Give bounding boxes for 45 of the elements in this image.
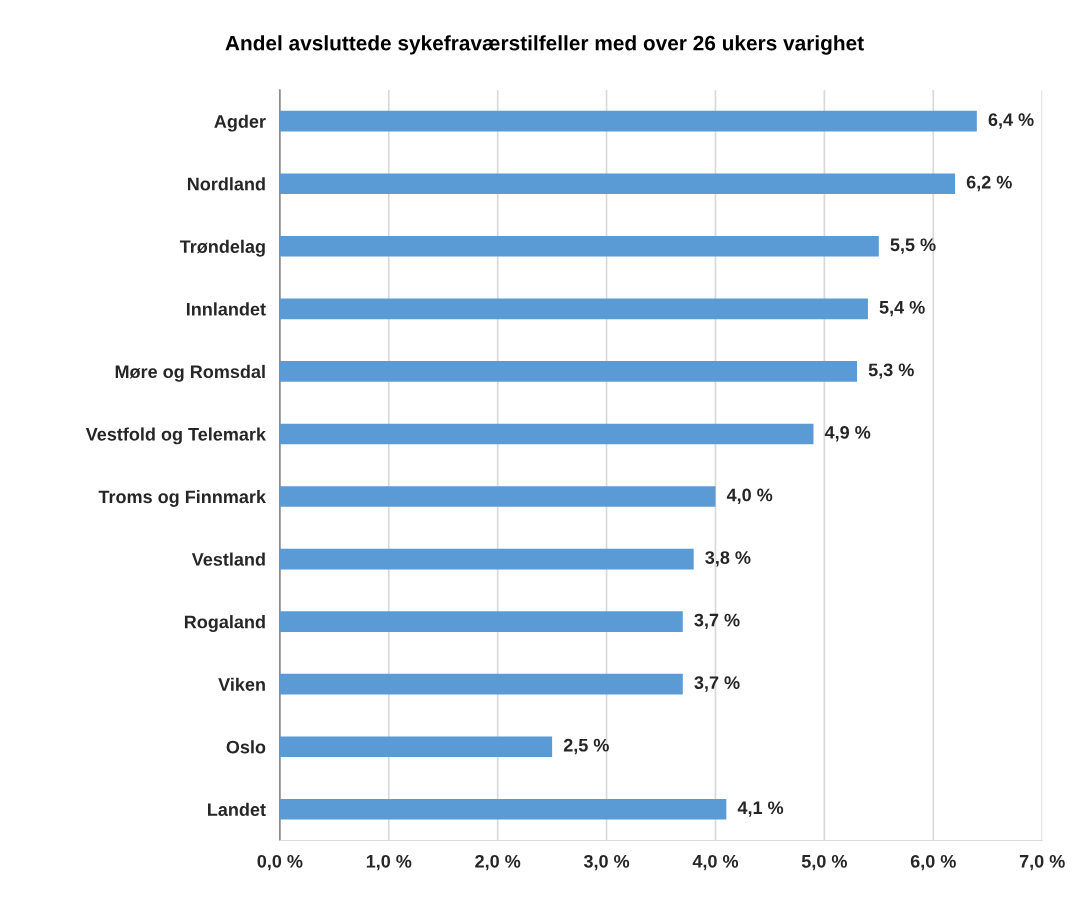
y-tick-label: Viken xyxy=(218,677,265,691)
data-label: 4,1 % xyxy=(737,801,784,817)
x-tick-label: 0,0 % xyxy=(257,854,303,871)
y-tick-label: Møre og Romsdal xyxy=(115,364,265,382)
bar xyxy=(279,423,814,445)
y-tick-label: Oslo xyxy=(226,740,266,754)
data-label: 6,4 % xyxy=(988,113,1034,129)
bar xyxy=(279,235,879,257)
x-tick-label: 2,0 % xyxy=(475,854,521,871)
x-tick-label: 1,0 % xyxy=(366,854,412,871)
data-label: 3,7 % xyxy=(694,676,740,692)
data-label: 4,0 % xyxy=(726,488,773,504)
data-label: 3,7 % xyxy=(694,613,740,630)
bar xyxy=(279,173,956,195)
y-tick-label: Troms og Finnmark xyxy=(98,489,267,507)
bar xyxy=(279,798,727,820)
y-tick-label: Nordland xyxy=(187,177,265,191)
x-tick-label: 5,0 % xyxy=(801,854,847,871)
data-label: 5,4 % xyxy=(879,300,925,317)
x-tick-label: 7,0 % xyxy=(1019,854,1065,871)
data-label: 6,2 % xyxy=(966,175,1012,192)
y-tick-label: Landet xyxy=(208,802,266,817)
bar xyxy=(279,736,553,758)
data-label: 2,5 % xyxy=(563,738,609,755)
data-label: 4,9 % xyxy=(824,426,871,442)
bar xyxy=(279,486,716,507)
y-tick-label: Innlandet xyxy=(186,302,266,316)
bar xyxy=(279,298,868,320)
data-label: 3,8 % xyxy=(705,551,751,567)
x-tick-label: 4,0 % xyxy=(692,854,739,871)
y-tick-label: Rogaland xyxy=(184,615,265,632)
data-label: 5,5 % xyxy=(890,238,936,254)
bar xyxy=(279,361,858,382)
bar xyxy=(279,548,694,570)
bar xyxy=(279,611,683,632)
bar xyxy=(279,673,683,695)
data-label: 5,3 % xyxy=(868,363,914,379)
bar xyxy=(279,110,977,132)
x-tick-label: 3,0 % xyxy=(583,854,630,871)
y-tick-label: Trøndelag xyxy=(179,239,265,257)
x-tick-label: 6,0 % xyxy=(910,854,956,871)
y-tick-label: Vestfold og Telemark xyxy=(85,427,267,445)
y-tick-label: Vestland xyxy=(191,552,265,566)
chart-title: Andel avsluttede sykefraværstilfeller med over 26 ukers varighet xyxy=(225,35,864,55)
y-tick-label: Agder xyxy=(214,114,266,132)
